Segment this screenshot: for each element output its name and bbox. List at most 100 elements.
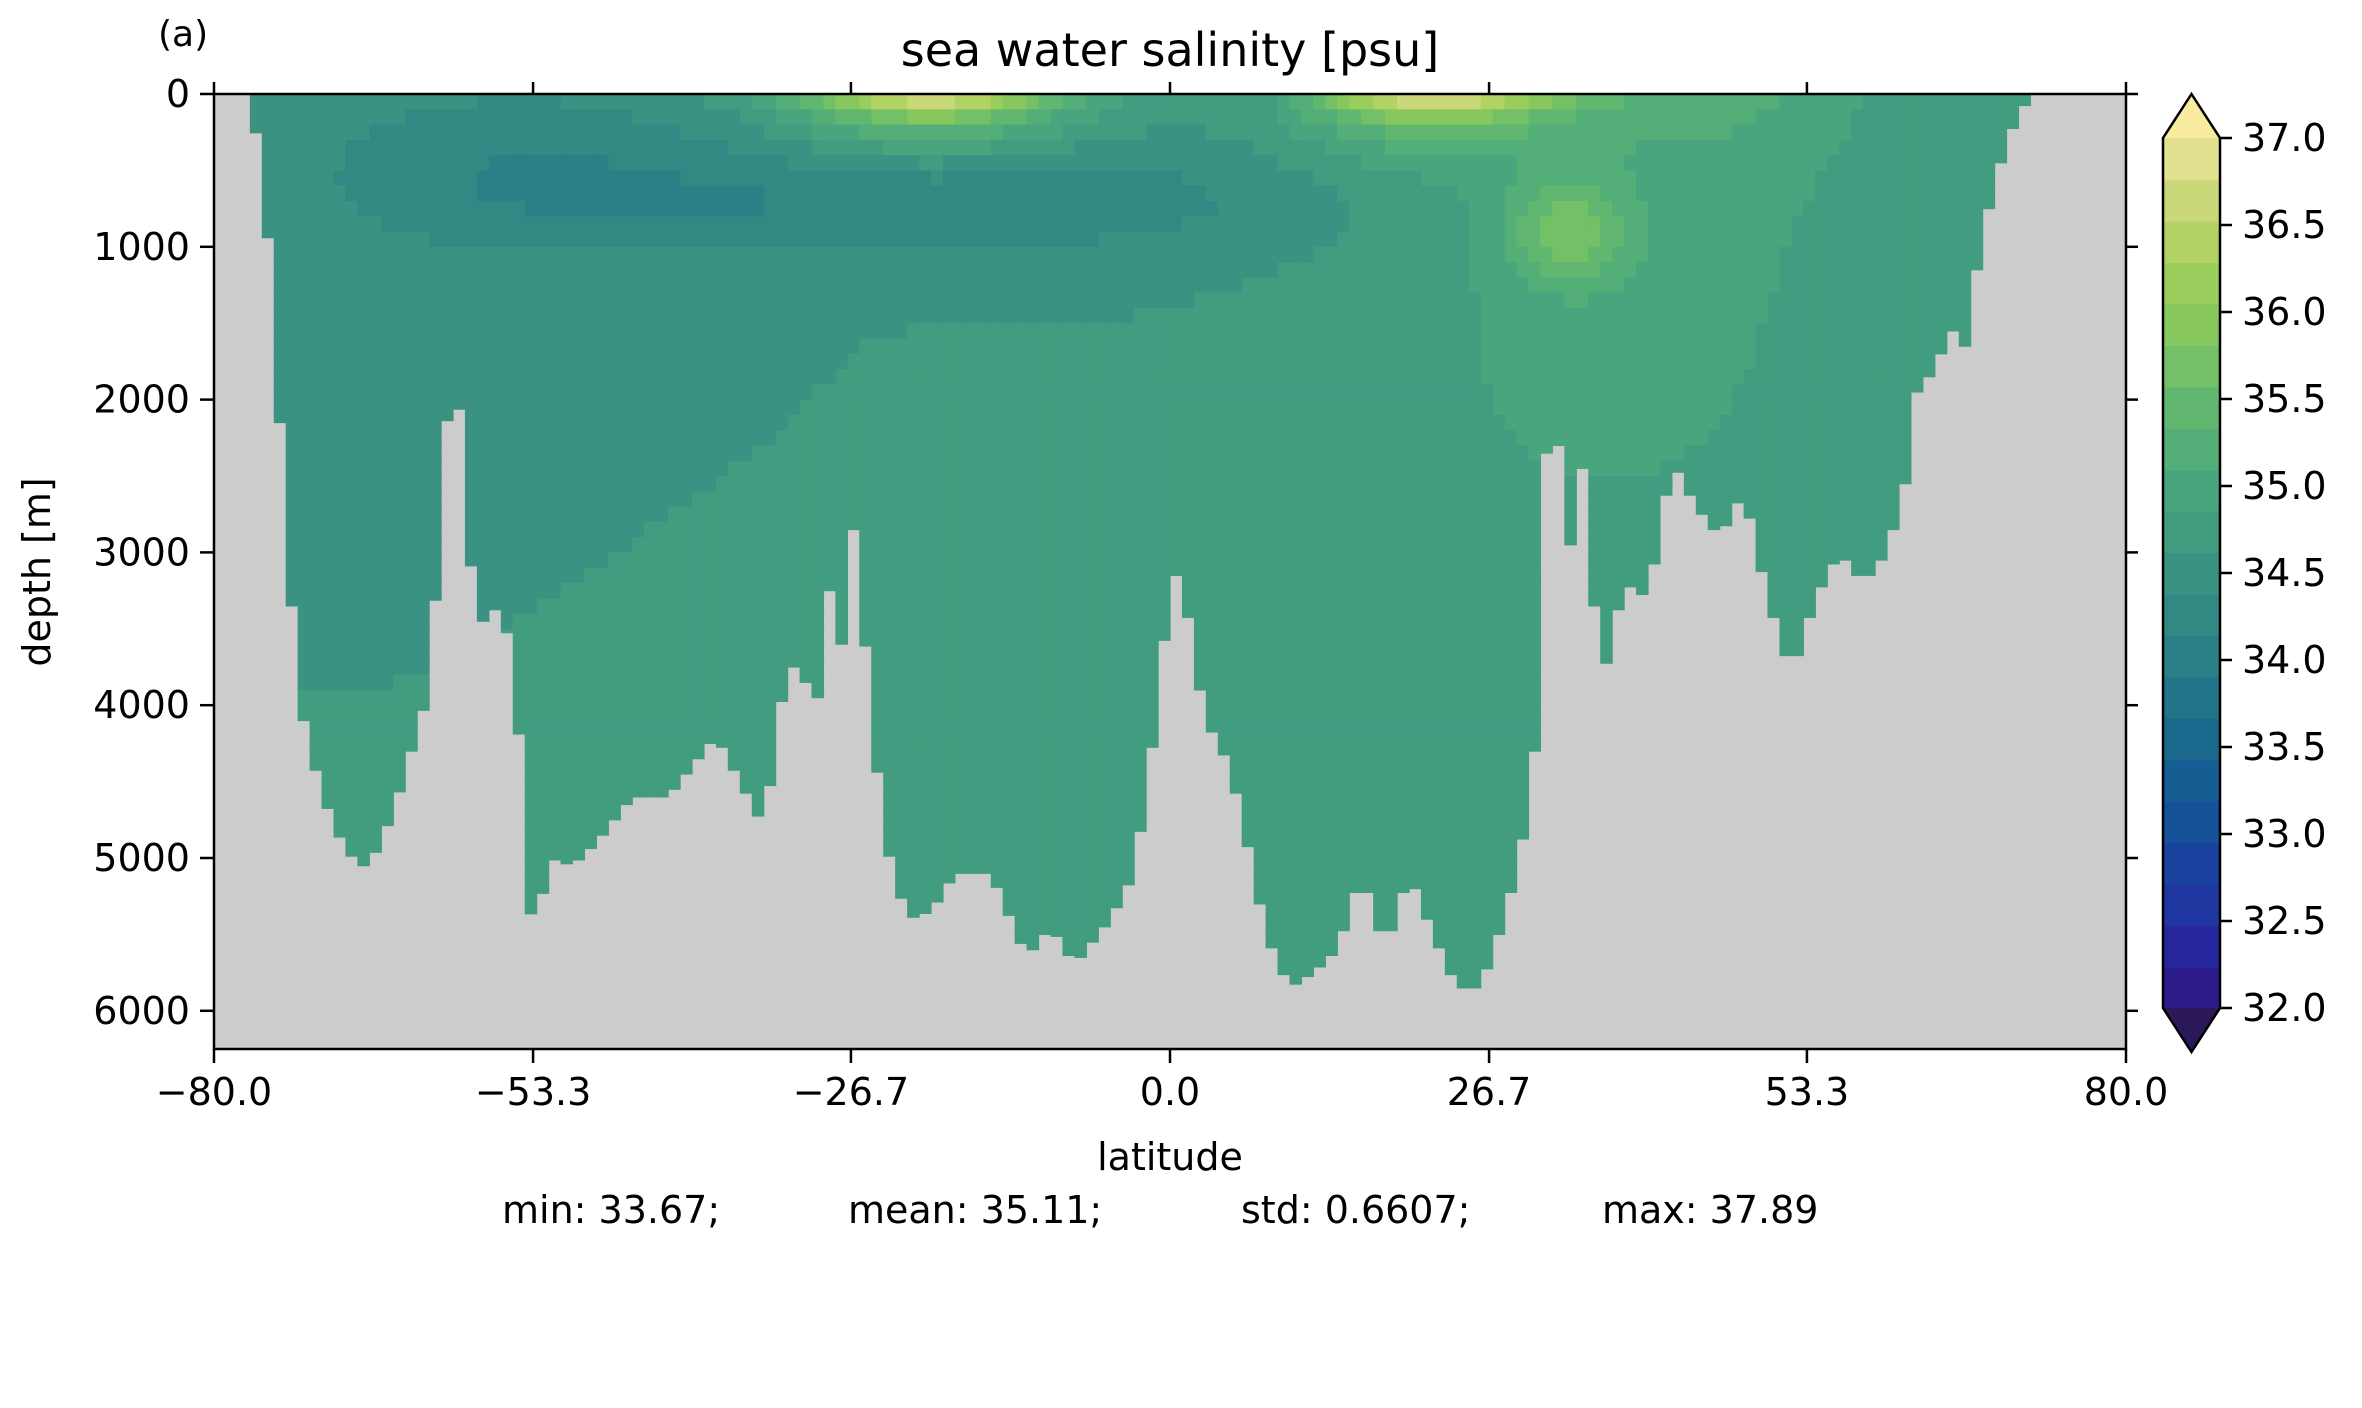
salinity-cell — [1038, 705, 1052, 722]
salinity-cell — [369, 598, 382, 615]
salinity-cell — [1038, 613, 1052, 630]
salinity-cell — [883, 796, 896, 813]
salinity-cell — [608, 277, 621, 294]
salinity-cell — [1134, 170, 1147, 187]
salinity-cell — [1241, 445, 1255, 462]
salinity-cell — [823, 185, 836, 202]
salinity-cell — [560, 399, 574, 416]
salinity-cell — [572, 858, 586, 861]
salinity-cell — [1397, 521, 1410, 538]
salinity-cell — [692, 567, 705, 584]
salinity-cell — [369, 582, 382, 599]
salinity-cell — [1062, 476, 1075, 492]
salinity-cell — [1277, 552, 1291, 569]
salinity-cell — [1516, 231, 1530, 248]
salinity-cell — [309, 384, 323, 401]
salinity-cell — [548, 827, 562, 844]
salinity-cell — [1277, 491, 1291, 508]
salinity-cell — [859, 155, 872, 171]
salinity-cell — [608, 307, 621, 324]
salinity-cell — [464, 246, 478, 263]
salinity-cell — [1325, 216, 1338, 233]
salinity-cell — [1014, 903, 1028, 920]
salinity-cell — [1373, 399, 1386, 416]
salinity-cell — [1229, 109, 1243, 126]
salinity-cell — [1468, 537, 1482, 553]
salinity-cell — [1456, 674, 1470, 691]
salinity-cell — [393, 369, 406, 385]
salinity-cell — [369, 292, 382, 309]
salinity-cell — [500, 414, 514, 431]
salinity-cell — [1205, 659, 1219, 676]
salinity-cell — [751, 231, 765, 248]
salinity-cell — [1050, 124, 1064, 141]
salinity-cell — [931, 292, 944, 309]
salinity-cell — [978, 674, 992, 691]
salinity-cell — [512, 139, 526, 156]
salinity-cell — [584, 185, 597, 202]
salinity-cell — [751, 384, 765, 401]
salinity-cell — [500, 613, 514, 630]
salinity-cell — [1456, 980, 1470, 989]
salinity-cell — [1313, 949, 1326, 966]
salinity-cell — [417, 582, 430, 599]
salinity-cell — [739, 659, 753, 676]
salinity-cell — [1492, 842, 1506, 859]
salinity-cell — [1456, 812, 1470, 829]
salinity-cell — [333, 582, 347, 599]
salinity-cell — [1050, 460, 1064, 477]
salinity-cell — [488, 307, 502, 324]
salinity-cell — [1325, 873, 1338, 890]
salinity-cell — [1086, 582, 1099, 599]
salinity-cell — [1277, 292, 1291, 309]
salinity-cell — [548, 246, 562, 263]
salinity-cell — [1253, 109, 1267, 126]
salinity-cell — [1385, 277, 1398, 294]
salinity-cell — [381, 277, 394, 294]
salinity-cell — [560, 246, 574, 263]
salinity-cell — [656, 598, 669, 615]
salinity-cell — [1409, 873, 1422, 890]
salinity-cell — [249, 124, 263, 134]
salinity-cell — [405, 323, 418, 340]
salinity-cell — [1516, 292, 1530, 309]
salinity-cell — [620, 720, 633, 737]
salinity-cell — [1074, 842, 1087, 859]
salinity-cell — [1193, 231, 1207, 248]
salinity-cell — [895, 170, 908, 187]
salinity-cell — [775, 674, 789, 691]
salinity-cell — [668, 307, 681, 324]
salinity-cell — [775, 582, 789, 599]
salinity-cell — [1158, 323, 1171, 340]
salinity-cell — [1492, 139, 1506, 156]
salinity-cell — [1480, 155, 1494, 171]
salinity-cell — [1516, 705, 1530, 722]
salinity-cell — [464, 460, 478, 477]
salinity-cell — [775, 537, 789, 553]
salinity-cell — [1181, 445, 1195, 462]
salinity-cell — [1313, 598, 1326, 615]
salinity-cell — [942, 628, 956, 645]
salinity-cell — [1301, 170, 1314, 187]
salinity-cell — [393, 460, 406, 477]
salinity-cell — [1098, 552, 1111, 569]
salinity-cell — [668, 231, 681, 248]
salinity-cell — [1385, 582, 1398, 599]
plot-area — [214, 94, 2126, 1049]
salinity-cell — [644, 231, 657, 248]
salinity-cell — [990, 537, 1004, 553]
salinity-cell — [871, 445, 884, 462]
salinity-cell — [1193, 307, 1207, 324]
salinity-cell — [1026, 414, 1040, 431]
salinity-cell — [357, 231, 370, 248]
salinity-cell — [847, 200, 860, 217]
salinity-cell — [632, 689, 645, 706]
salinity-cell — [1456, 399, 1470, 416]
salinity-cell — [787, 170, 801, 187]
salinity-cell — [1289, 582, 1303, 599]
salinity-cell — [1468, 277, 1482, 294]
salinity-cell — [357, 842, 370, 859]
salinity-cell — [715, 139, 729, 156]
salinity-cell — [1444, 735, 1458, 752]
salinity-cell — [1217, 751, 1231, 756]
